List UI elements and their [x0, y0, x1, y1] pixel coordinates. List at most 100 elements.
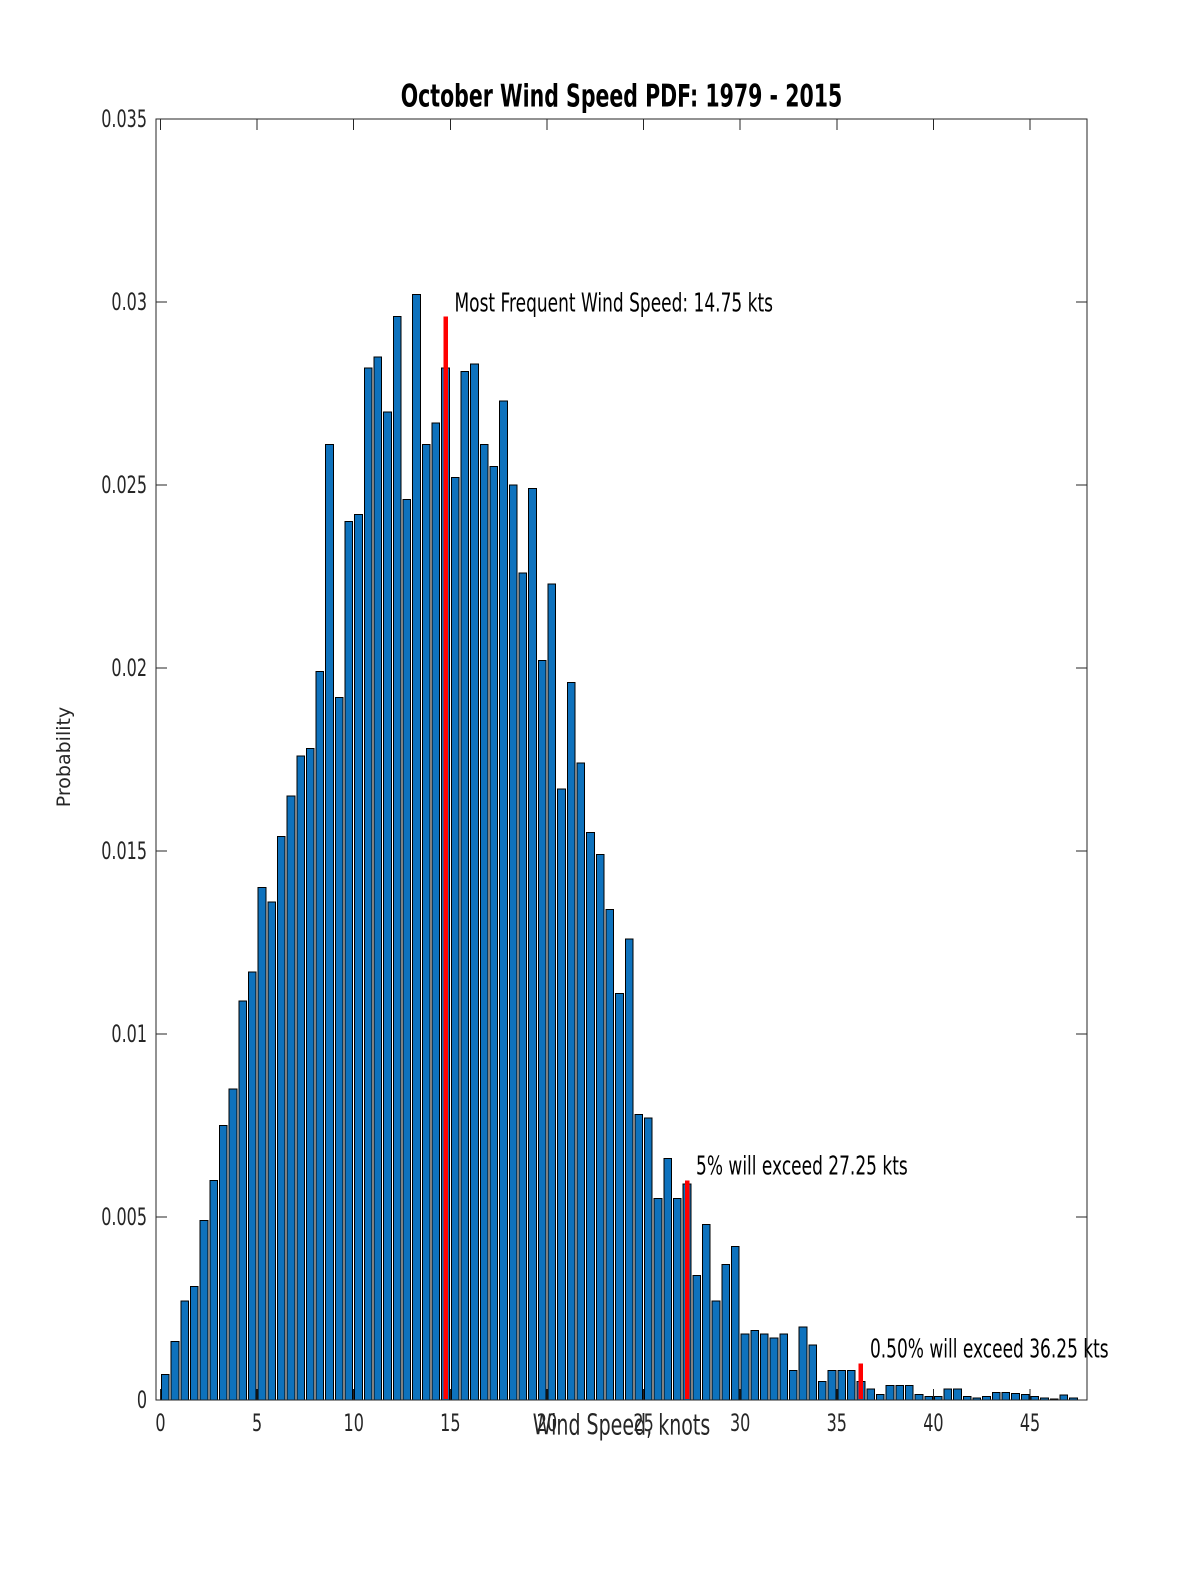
histogram-bar: [276, 835, 286, 1401]
histogram-bar: [402, 499, 412, 1401]
histogram-bar: [953, 1388, 962, 1401]
histogram-bar: [702, 1223, 711, 1401]
annotation-most-frequent: Most Frequent Wind Speed: 14.75 kts: [454, 288, 773, 319]
histogram-bar: [895, 1384, 904, 1401]
histogram-bar: [518, 572, 528, 1401]
histogram-bar: [296, 755, 305, 1401]
plot-border: [155, 118, 1088, 1401]
histogram-bar: [760, 1333, 769, 1401]
histogram-bar: [412, 294, 421, 1401]
x-tick-label: 40: [923, 1409, 943, 1437]
histogram-bar: [653, 1198, 663, 1401]
histogram-bar: [180, 1300, 189, 1401]
histogram-bar: [334, 696, 344, 1401]
histogram-bar: [615, 993, 624, 1401]
x-tick-label: 0: [155, 1409, 165, 1437]
histogram-bar: [528, 488, 537, 1401]
histogram-bar: [489, 466, 499, 1401]
histogram-bar: [885, 1384, 895, 1401]
histogram-bar: [199, 1220, 209, 1401]
histogram-bar: [547, 583, 557, 1401]
histogram-bar: [711, 1300, 721, 1401]
histogram-bar: [161, 1373, 170, 1401]
histogram-bar: [392, 316, 402, 1401]
histogram-bar: [644, 1117, 653, 1401]
histogram-bar: [740, 1333, 750, 1401]
histogram-bar: [586, 832, 595, 1401]
histogram-bar: [663, 1157, 673, 1401]
annotation-5-percent-exceed: 5% will exceed 27.25 kts: [696, 1152, 908, 1183]
histogram-bar: [470, 363, 479, 1401]
histogram-bar: [904, 1384, 914, 1401]
histogram-bar: [779, 1333, 788, 1401]
histogram-bar: [769, 1337, 779, 1401]
x-tick-label: 5: [252, 1409, 262, 1437]
histogram-bar: [576, 762, 586, 1401]
histogram-bar: [595, 854, 605, 1401]
histogram-bar: [673, 1198, 682, 1401]
histogram-bar: [721, 1264, 731, 1401]
histogram-bar: [1059, 1394, 1069, 1401]
y-tick-label: 0.005: [101, 1203, 147, 1231]
y-tick-label: 0.01: [111, 1020, 147, 1048]
histogram-bar: [267, 901, 276, 1401]
histogram-bar: [1011, 1392, 1020, 1401]
y-tick-label: 0.025: [101, 471, 147, 499]
histogram-bar: [325, 444, 334, 1401]
histogram-bar: [943, 1388, 953, 1401]
y-tick-label: 0.015: [101, 837, 147, 865]
x-axis-label: Wind Speed, knots: [532, 1409, 711, 1442]
histogram-bar: [450, 477, 460, 1401]
x-tick-label: 25: [633, 1409, 653, 1437]
x-tick-label: 10: [344, 1409, 364, 1437]
annotation-half-percent-exceed: 0.50% will exceed 36.25 kts: [869, 1335, 1109, 1366]
histogram-bar: [1020, 1394, 1030, 1401]
histogram-bar: [750, 1329, 760, 1401]
y-tick-label: 0.02: [111, 654, 147, 682]
histogram-bar: [218, 1125, 228, 1401]
x-tick-label: 45: [1020, 1409, 1040, 1437]
histogram-bar: [1001, 1392, 1011, 1401]
histogram-bar: [499, 400, 508, 1401]
histogram-bar: [373, 356, 383, 1401]
histogram-bar: [170, 1340, 180, 1401]
histogram-bar: [431, 422, 441, 1401]
histogram-bar: [421, 444, 431, 1401]
histogram-bar: [692, 1275, 702, 1401]
histogram-bar: [228, 1088, 238, 1401]
histogram-bar: [383, 411, 392, 1401]
histogram-bar: [286, 795, 296, 1401]
histogram-bar: [209, 1179, 218, 1401]
histogram-bar: [788, 1370, 798, 1401]
x-tick-label: 15: [440, 1409, 460, 1437]
histogram-bar: [460, 371, 470, 1401]
histogram-bar: [247, 971, 257, 1401]
histogram-bar: [354, 513, 363, 1401]
histogram-bar: [846, 1370, 856, 1401]
histogram-bar: [866, 1388, 875, 1401]
histogram-bar: [537, 660, 547, 1401]
histogram-bar: [238, 1000, 247, 1401]
histogram-bar: [363, 367, 373, 1401]
histogram-bar: [634, 1114, 644, 1401]
x-tick-label: 35: [827, 1409, 847, 1437]
histogram-bar: [344, 521, 354, 1401]
histogram-bar: [315, 671, 325, 1401]
histogram-bar: [624, 938, 634, 1401]
y-tick-label: 0: [137, 1386, 147, 1414]
histogram-bar: [731, 1245, 740, 1401]
histogram-bar: [827, 1370, 837, 1401]
histogram-bar: [991, 1392, 1001, 1401]
histogram-bar: [508, 484, 518, 1401]
histogram-bar: [189, 1286, 199, 1401]
x-tick-label: 30: [730, 1409, 750, 1437]
histogram-bar: [479, 444, 489, 1401]
histogram-bar: [837, 1370, 846, 1401]
histogram-bar: [914, 1394, 924, 1401]
y-tick-label: 0.03: [111, 288, 147, 316]
histogram-bar: [808, 1344, 817, 1401]
x-tick-label: 20: [537, 1409, 557, 1437]
histogram-bar: [817, 1381, 827, 1401]
